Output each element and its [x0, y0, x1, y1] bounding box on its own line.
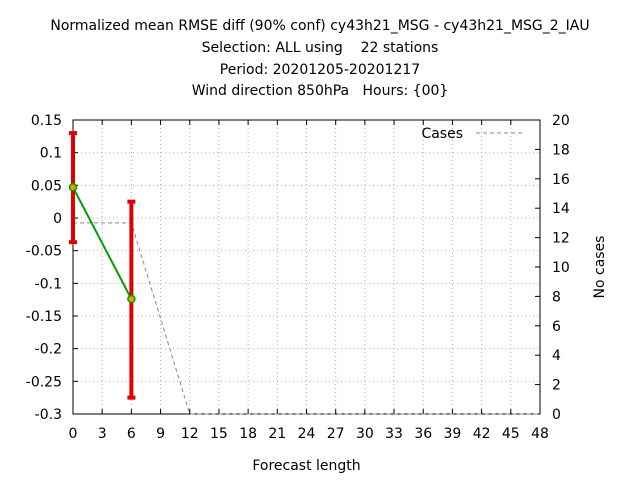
- x-tick-label: 30: [356, 426, 374, 442]
- data-point: [127, 294, 136, 304]
- x-tick-label: 0: [69, 426, 78, 442]
- x-tick-label: 39: [444, 426, 462, 442]
- series-layer: [68, 131, 540, 415]
- y-tick-label: 0: [53, 211, 62, 227]
- x-tick-label: 21: [268, 426, 286, 442]
- x-tick-label: 3: [98, 426, 107, 442]
- title-line-2: Selection: ALL using 22 stations: [201, 40, 439, 56]
- y2-tick-label: 14: [552, 201, 570, 217]
- axis-ticks: 0 3 6 9 12 15 18 21 24 27 30 33 36 39 42 45 480.150.10.0…: [26, 113, 570, 442]
- x-tick-label: 15: [210, 426, 228, 442]
- y-tick-label: -0.15: [26, 309, 62, 325]
- x-tick-label: 48: [531, 426, 549, 442]
- title-line-3: Period: 20201205-20201217: [219, 62, 421, 78]
- y2-tick-label: 8: [552, 289, 561, 305]
- y-tick-label: -0.3: [35, 407, 62, 423]
- title-line-1: Normalized mean RMSE diff (90% conf) cy4…: [50, 18, 590, 34]
- x-tick-label: 9: [156, 426, 165, 442]
- data-point: [68, 183, 78, 192]
- grid: [72, 119, 541, 415]
- x-tick-label: 42: [473, 426, 491, 442]
- legend-label-cases: Cases: [421, 126, 463, 142]
- x-axis-label: Forecast length: [252, 458, 360, 474]
- legend: Cases: [421, 126, 522, 142]
- y-tick-label: -0.2: [35, 342, 62, 358]
- y2-tick-label: 16: [552, 172, 570, 188]
- x-tick-label: 24: [298, 426, 316, 442]
- y2-tick-label: 20: [552, 113, 570, 129]
- x-tick-label: 33: [385, 426, 403, 442]
- y2-tick-label: 6: [552, 319, 561, 335]
- y2-tick-label: 0: [552, 407, 561, 423]
- y2-tick-label: 2: [552, 378, 561, 394]
- y2-tick-label: 18: [552, 142, 570, 158]
- x-tick-label: 18: [239, 426, 257, 442]
- cases-line: [73, 222, 540, 415]
- y-tick-label: -0.25: [26, 374, 62, 390]
- x-tick-label: 45: [502, 426, 520, 442]
- x-tick-label: 27: [327, 426, 345, 442]
- y-tick-label: 0.05: [31, 178, 62, 194]
- y2-tick-label: 12: [552, 231, 570, 247]
- x-tick-label: 6: [127, 426, 136, 442]
- y-tick-label: -0.05: [26, 244, 62, 260]
- score-line: [72, 186, 133, 300]
- y-tick-label: -0.1: [35, 276, 62, 292]
- y2-axis-label: No cases: [592, 236, 608, 299]
- x-tick-label: 36: [414, 426, 432, 442]
- x-tick-label: 12: [181, 426, 199, 442]
- y2-tick-label: 10: [552, 260, 570, 276]
- title-line-4: Wind direction 850hPa Hours: {00}: [191, 83, 449, 99]
- y-tick-label: 0.15: [31, 113, 62, 129]
- y2-tick-label: 4: [552, 348, 561, 364]
- y-tick-label: 0.1: [40, 146, 62, 162]
